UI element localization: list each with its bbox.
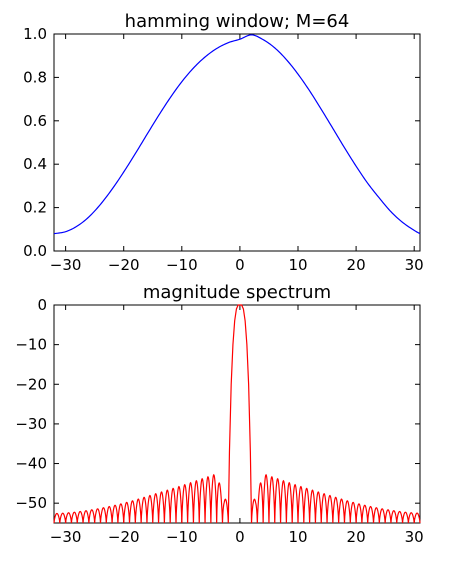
x-tick-label: 30 (405, 528, 424, 546)
x-tick-label: 20 (347, 256, 366, 274)
x-tick-label: 0 (235, 256, 245, 274)
y-tick-label: 0 (37, 296, 47, 314)
x-tick-label: −20 (108, 256, 140, 274)
x-tick-label: 10 (288, 528, 307, 546)
y-tick-label: −50 (15, 494, 47, 512)
spectrum-chart: magnitude spectrum −30 −20 −10 0 10 20 30 0 −10… (15, 282, 423, 546)
x-tick-label: 10 (288, 256, 307, 274)
window-chart: hamming window; M=64 −30 −20 −10 0 10 20 30 0.… (23, 11, 424, 274)
y-tick-label: −30 (15, 415, 47, 433)
y-tick-label: 1.0 (23, 25, 47, 43)
x-tick-label: −30 (50, 528, 82, 546)
x-tick-label: 0 (235, 528, 245, 546)
spectrum-chart-title: magnitude spectrum (143, 282, 331, 303)
window-chart-plot-area (54, 34, 420, 251)
y-tick-label: 0.2 (23, 199, 47, 217)
x-tick-label: −20 (108, 528, 140, 546)
y-tick-label: −10 (15, 336, 47, 354)
y-tick-label: 0.4 (23, 155, 47, 173)
x-tick-label: 20 (347, 528, 366, 546)
window-chart-title: hamming window; M=64 (125, 11, 350, 32)
y-tick-label: −20 (15, 375, 47, 393)
x-tick-label: −10 (166, 256, 198, 274)
y-tick-label: 0.0 (23, 242, 47, 260)
y-tick-label: 0.6 (23, 112, 47, 130)
y-tick-label: −40 (15, 455, 47, 473)
y-tick-label: 0.8 (23, 68, 47, 86)
x-tick-label: −30 (50, 256, 82, 274)
x-tick-label: 30 (405, 256, 424, 274)
spectrum-chart-plot-area (54, 305, 420, 523)
x-tick-label: −10 (166, 528, 198, 546)
